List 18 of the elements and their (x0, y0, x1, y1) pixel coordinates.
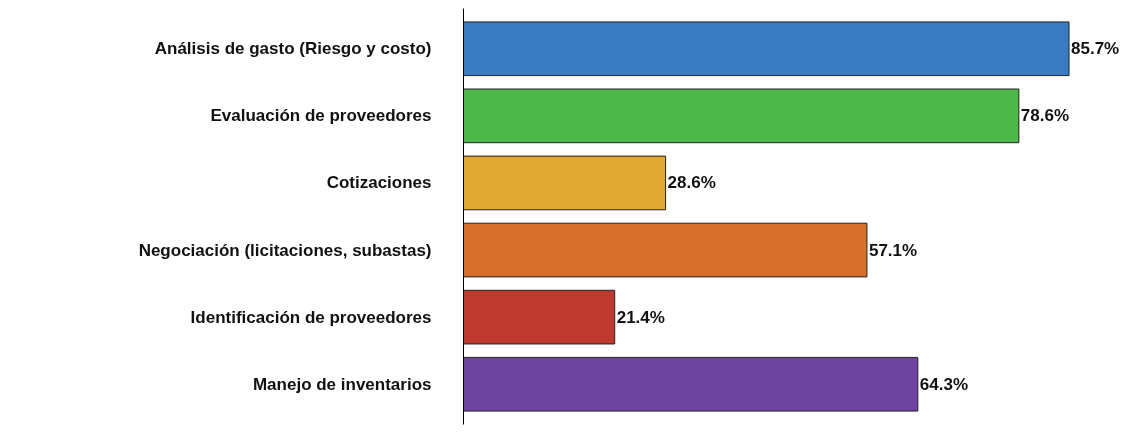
bar (463, 289, 616, 345)
data-label: 28.6% (667, 173, 716, 193)
data-label: 85.7% (1071, 39, 1120, 59)
y-tick-label: Evaluación de proveedores (210, 106, 432, 126)
y-tick-label: Manejo de inventarios (252, 374, 432, 394)
y-tick-label: Análisis de gasto (Riesgo y costo) (154, 39, 432, 59)
data-label: 64.3% (919, 374, 969, 394)
bar (463, 88, 1020, 144)
y-tick-label: Cotizaciones (326, 173, 432, 193)
data-label: 57.1% (868, 240, 918, 260)
bar (463, 21, 1070, 77)
y-tick-label: Identificación de proveedores (190, 307, 432, 327)
y-tick-label: Negociación (licitaciones, subastas) (138, 240, 432, 260)
bar (463, 356, 919, 412)
bar (463, 222, 868, 278)
data-label: 21.4% (616, 307, 665, 327)
data-label: 78.6% (1020, 106, 1070, 126)
bar (463, 155, 667, 211)
